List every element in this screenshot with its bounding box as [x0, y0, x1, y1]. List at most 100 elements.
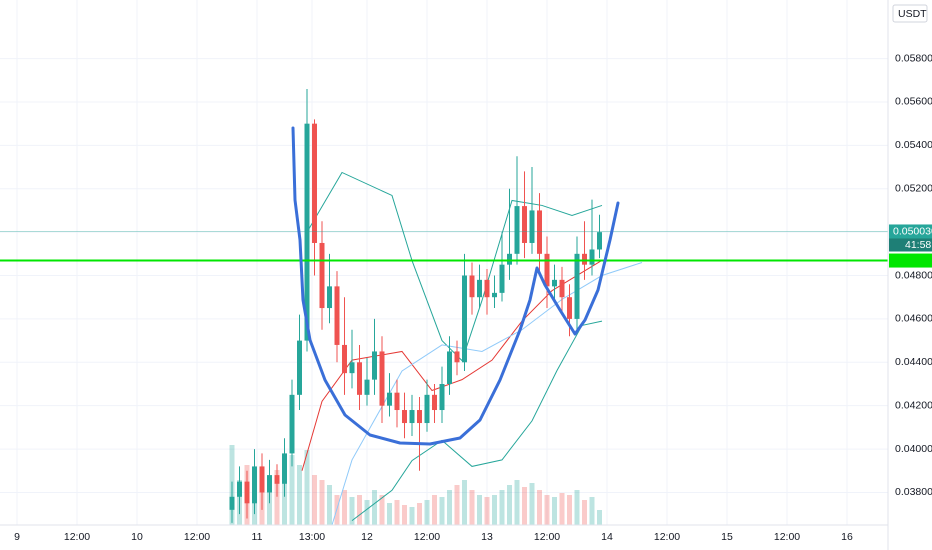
- candle-body: [319, 242, 325, 309]
- candle-body: [289, 394, 295, 454]
- volume-bar: [567, 495, 572, 525]
- candle-body: [282, 453, 287, 484]
- x-tick-label: 13:00: [299, 531, 325, 543]
- volume-bar: [469, 490, 475, 525]
- candle-body: [417, 410, 422, 424]
- volume-bar: [349, 497, 355, 525]
- candle-body: [252, 466, 257, 504]
- indicator-line: [351, 320, 603, 522]
- x-tick-label: 11: [252, 531, 263, 543]
- candle-body: [394, 392, 400, 411]
- candle-body: [259, 466, 265, 493]
- x-tick-label: 12:00: [654, 531, 680, 543]
- indicator-line: [301, 259, 603, 471]
- volume-bar: [379, 495, 385, 525]
- currency-label: USDT: [898, 8, 927, 20]
- candle-body: [492, 292, 497, 298]
- volume-bar: [289, 455, 295, 525]
- candle-body: [439, 383, 445, 411]
- volume-bar: [267, 485, 272, 525]
- candle-body: [559, 279, 565, 298]
- candle-body: [582, 253, 587, 265]
- volume-bar: [432, 495, 437, 525]
- candle-body: [432, 394, 437, 411]
- candle-body: [379, 351, 385, 406]
- volume-bar: [492, 495, 497, 525]
- volume-bar: [409, 507, 415, 525]
- candle-body: [342, 344, 347, 374]
- candle-body: [507, 253, 512, 265]
- x-tick-label: 13: [481, 531, 493, 543]
- horizontal-line-label: [889, 253, 932, 268]
- x-tick-label: 12: [361, 531, 373, 543]
- candle-body: [274, 475, 280, 484]
- y-tick-label: 0.058000: [895, 52, 932, 64]
- volume-bar: [304, 450, 310, 525]
- volume-bar: [297, 465, 302, 525]
- volume-bar: [417, 503, 422, 525]
- volume-bar: [319, 480, 325, 525]
- volume-bar: [522, 487, 527, 525]
- volume-bar: [544, 495, 550, 525]
- volume-bar: [574, 490, 580, 525]
- volume-bar: [327, 485, 332, 525]
- x-tick-label: 15: [721, 531, 733, 543]
- volume-bar: [477, 495, 482, 525]
- x-tick-label: 12:00: [64, 531, 90, 543]
- candle-body: [574, 253, 580, 319]
- countdown-label: 41:58: [905, 239, 931, 251]
- indicator-line: [331, 262, 643, 526]
- candle-body: [409, 410, 415, 424]
- candle-body: [514, 206, 520, 254]
- candle-body: [327, 286, 332, 309]
- volume-bar: [499, 490, 505, 525]
- volume-bar: [357, 495, 362, 525]
- candle-body: [522, 206, 527, 243]
- x-tick-label: 12:00: [534, 531, 560, 543]
- x-tick-label: 12:00: [774, 531, 800, 543]
- volume-bar: [364, 500, 370, 525]
- volume-bar: [454, 485, 460, 525]
- x-tick-label: 12:00: [184, 531, 210, 543]
- candle-body: [387, 392, 392, 406]
- volume-bar: [282, 480, 287, 525]
- x-tick-label: 9: [14, 531, 20, 543]
- candle-body: [454, 351, 460, 363]
- candle-body: [462, 275, 467, 363]
- candle-body: [529, 210, 535, 243]
- volume-bar: [439, 497, 445, 525]
- countdown-box: [889, 238, 932, 252]
- volume-bar: [424, 500, 430, 525]
- volume-bar: [484, 497, 490, 525]
- x-tick-label: 12:00: [414, 531, 440, 543]
- volume-bar: [552, 497, 557, 525]
- candle-body: [334, 286, 340, 345]
- volume-bar: [597, 510, 602, 525]
- candle-body: [372, 351, 377, 380]
- x-tick-label: 10: [131, 531, 143, 543]
- candle-body: [544, 253, 550, 287]
- candle-body: [477, 279, 482, 298]
- candle-body: [589, 249, 595, 265]
- currency-button[interactable]: [892, 4, 928, 23]
- candle-body: [597, 232, 602, 250]
- volume-bar: [537, 490, 542, 525]
- candle-body: [364, 379, 370, 395]
- x-tick-label: 14: [601, 531, 613, 543]
- volume-bar: [394, 500, 400, 525]
- volume-bar: [342, 490, 347, 525]
- volume-bar: [589, 497, 595, 525]
- candle-body: [552, 279, 557, 287]
- candle-body: [244, 481, 250, 504]
- volume-bar: [447, 490, 452, 525]
- candle-body: [567, 297, 572, 319]
- volume-bar: [312, 475, 317, 525]
- candle-body: [349, 362, 355, 374]
